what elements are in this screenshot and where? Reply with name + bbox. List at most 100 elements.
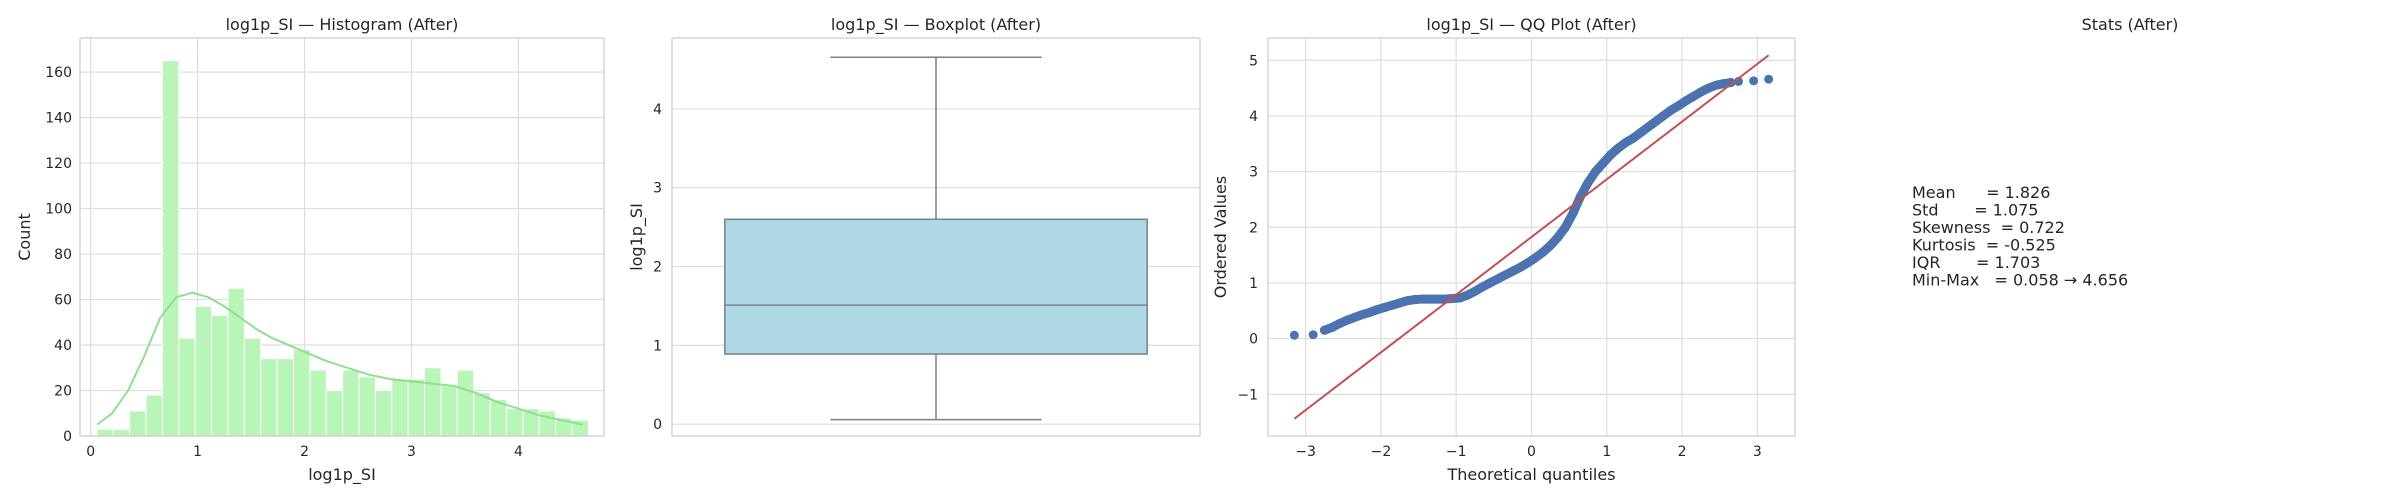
y-tick-label: 80 <box>54 247 72 263</box>
x-tick-label: −1 <box>1446 444 1467 460</box>
y-tick-label: 4 <box>1249 109 1258 125</box>
qq-point <box>1538 247 1548 257</box>
qq-point <box>1410 295 1420 305</box>
histogram-bar <box>538 410 557 437</box>
histogram-bar <box>292 349 311 437</box>
qq-point <box>1749 76 1759 86</box>
qq-point <box>1703 83 1713 93</box>
y-tick-label: 40 <box>54 338 72 354</box>
chart-title: log1p_SI — QQ Plot (After) <box>1426 15 1636 35</box>
qq-plot-panel: −3 −2 −1 0 1 2 3 −1 0 1 2 3 4 5 log1p_SI — QQ Plot (Af… <box>1211 15 1796 484</box>
chart-title: log1p_SI — Histogram (After) <box>226 15 459 35</box>
y-tick-label: 4 <box>653 102 662 118</box>
x-tick-label: −2 <box>1371 444 1392 460</box>
chart-title: log1p_SI — Boxplot (After) <box>831 15 1041 35</box>
qq-point-band <box>1319 78 1736 335</box>
x-tick-label: 2 <box>300 444 309 460</box>
y-tick-label: 160 <box>45 65 72 81</box>
y-tick-label: 1 <box>653 338 662 354</box>
qq-point <box>1651 116 1661 126</box>
x-tick-label: 0 <box>86 444 95 460</box>
qq-point <box>1681 96 1691 106</box>
y-tick-label: 0 <box>653 417 662 433</box>
y-tick-label: 5 <box>1249 53 1258 69</box>
histogram-bar <box>178 337 196 437</box>
qq-point <box>1463 290 1473 300</box>
histogram-bar <box>456 369 475 437</box>
y-tick-label: 140 <box>45 111 72 127</box>
histogram-bar <box>112 428 131 437</box>
qq-reference-line <box>1293 54 1770 420</box>
histogram-bar <box>358 376 376 437</box>
qq-point <box>1365 307 1375 317</box>
qq-point <box>1621 138 1631 148</box>
x-axis-label: Theoretical quantiles <box>1446 465 1615 484</box>
qq-point <box>1327 322 1337 332</box>
histogram-bar <box>505 408 524 437</box>
y-tick-label: 0 <box>63 429 72 445</box>
qq-point <box>1583 178 1593 188</box>
qq-point <box>1673 101 1683 111</box>
histogram-bar <box>161 60 180 437</box>
qq-point <box>1590 167 1600 177</box>
qq-point <box>1395 298 1405 308</box>
y-axis-label: Count <box>15 213 34 261</box>
qq-point <box>1342 315 1352 325</box>
stats-line: Std = 1.075 <box>1912 201 2038 220</box>
qq-point <box>1402 296 1412 306</box>
y-tick-label: 1 <box>1249 276 1258 292</box>
plot-frame <box>79 37 605 437</box>
x-tick-label: 4 <box>514 444 523 460</box>
qq-point <box>1530 253 1540 263</box>
qq-point <box>1432 294 1442 304</box>
qq-point <box>1658 111 1668 121</box>
qq-point <box>1666 105 1676 115</box>
qq-point <box>1553 232 1563 242</box>
y-tick-label: 20 <box>54 384 72 400</box>
boxplot-panel: 0 1 2 3 4 log1p_SI — Boxplot (After) log1p_SI <box>627 15 1201 437</box>
x-axis-label: log1p_SI <box>308 465 376 485</box>
y-tick-label: −1 <box>1237 387 1258 403</box>
x-tick-label: 2 <box>1678 444 1687 460</box>
histogram-bar <box>211 314 229 437</box>
y-tick-label: 3 <box>1249 165 1258 181</box>
kde-curve <box>96 291 583 426</box>
histogram-bar <box>194 305 213 437</box>
x-tick-label: 3 <box>1753 444 1762 460</box>
histogram-bar <box>440 385 458 437</box>
histogram-bar <box>145 394 163 437</box>
histogram-bar <box>129 410 147 437</box>
qq-point <box>1613 143 1623 153</box>
qq-point <box>1357 310 1367 320</box>
qq-point <box>1545 241 1555 251</box>
qq-point <box>1289 330 1299 340</box>
qq-point <box>1319 325 1329 335</box>
plot-frame <box>1267 37 1796 437</box>
x-tick-label: 1 <box>1602 444 1611 460</box>
qq-point <box>1688 91 1698 101</box>
stats-line: Min-Max = 0.058 → 4.656 <box>1912 271 2128 290</box>
histogram-bar <box>309 369 327 437</box>
qq-point <box>1560 222 1570 232</box>
qq-point <box>1380 302 1390 312</box>
histogram-bar <box>342 369 360 437</box>
histogram-bar <box>96 428 114 437</box>
y-tick-label: 3 <box>653 181 662 197</box>
qq-point <box>1711 80 1721 90</box>
qq-point <box>1425 294 1435 304</box>
histogram-bar <box>473 392 491 437</box>
qq-point <box>1350 312 1360 322</box>
y-axis-label: log1p_SI <box>627 203 647 271</box>
plot-frame <box>671 37 1201 437</box>
qq-point <box>1372 305 1382 315</box>
qq-point <box>1598 158 1608 168</box>
y-tick-label: 100 <box>45 202 72 218</box>
histogram-bar <box>276 358 294 437</box>
qq-point <box>1718 79 1728 89</box>
qq-point <box>1478 282 1488 292</box>
stats-line: Skewness = 0.722 <box>1912 218 2065 237</box>
qq-point <box>1308 330 1318 340</box>
qq-point <box>1387 300 1397 310</box>
